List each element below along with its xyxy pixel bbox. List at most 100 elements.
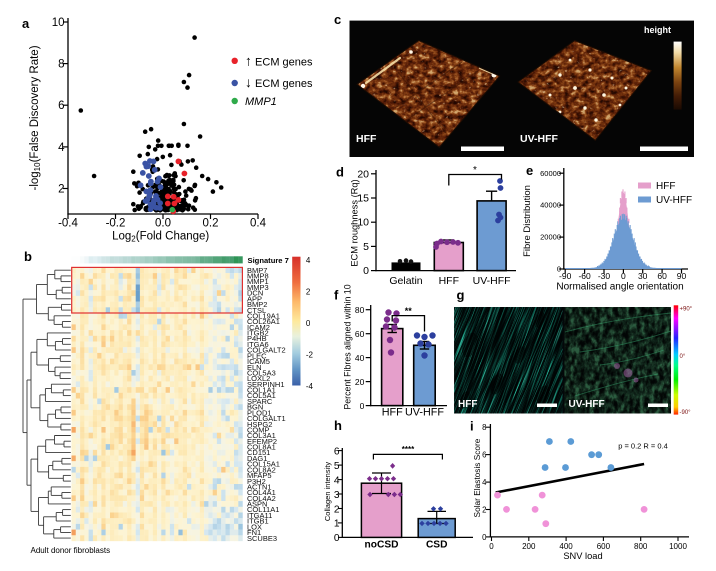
svg-text:600: 600 <box>597 542 611 551</box>
svg-text:COL8A2: COL8A2 <box>247 465 276 474</box>
svg-text:0.4: 0.4 <box>250 218 267 230</box>
svg-text:MMP1: MMP1 <box>247 277 269 286</box>
svg-text:CD151: CD151 <box>247 448 270 457</box>
svg-text:6: 6 <box>58 100 64 112</box>
svg-text:p = 0.2 R = 0.4: p = 0.2 R = 0.4 <box>618 442 668 451</box>
svg-text:4: 4 <box>334 475 340 486</box>
svg-text:800: 800 <box>634 542 648 551</box>
svg-text:60000: 60000 <box>540 169 561 178</box>
svg-text:8: 8 <box>482 423 486 432</box>
svg-text:f: f <box>334 288 339 303</box>
svg-text:Adult donor fibroblasts: Adult donor fibroblasts <box>31 546 111 555</box>
svg-text:DAG1: DAG1 <box>247 454 267 463</box>
svg-text:Percent Fibres aligned within: Percent Fibres aligned within 10 <box>343 284 353 409</box>
svg-text:b: b <box>24 249 32 264</box>
svg-text:HFF: HFF <box>382 406 403 418</box>
svg-text:MMP1: MMP1 <box>245 96 277 108</box>
svg-text:↑ ECM genes: ↑ ECM genes <box>245 52 313 68</box>
svg-text:0.2: 0.2 <box>203 218 219 230</box>
svg-text:0: 0 <box>363 265 369 277</box>
svg-text:COL1A1: COL1A1 <box>247 386 276 395</box>
svg-text:-90: -90 <box>559 271 572 281</box>
svg-text:a: a <box>22 16 30 31</box>
svg-text:PLOD1: PLOD1 <box>247 408 272 417</box>
svg-text:CTSL: CTSL <box>247 306 266 315</box>
svg-text:BGN: BGN <box>247 403 263 412</box>
svg-text:SERPINH1: SERPINH1 <box>247 380 285 389</box>
svg-text:LOX: LOX <box>247 522 262 531</box>
svg-text:-0.2: -0.2 <box>106 218 126 230</box>
svg-text:ITGA11: ITGA11 <box>247 511 272 520</box>
svg-text:ITGB1: ITGB1 <box>247 517 269 526</box>
svg-text:↓ ECM genes: ↓ ECM genes <box>245 74 313 90</box>
svg-text:SPARC: SPARC <box>247 397 273 406</box>
svg-text:40000: 40000 <box>540 201 561 210</box>
svg-text:COL4A2: COL4A2 <box>247 494 276 503</box>
svg-text:P4HB: P4HB <box>247 334 267 343</box>
svg-text:i: i <box>470 418 474 433</box>
svg-text:FN1: FN1 <box>247 528 261 537</box>
svg-text:noCSD: noCSD <box>365 540 399 551</box>
svg-text:APP: APP <box>247 294 262 303</box>
svg-text:-2: -2 <box>306 350 314 359</box>
svg-text:20: 20 <box>355 377 365 387</box>
svg-text:MMP8: MMP8 <box>247 272 269 281</box>
svg-text:SCUBE3: SCUBE3 <box>247 534 277 543</box>
svg-text:0: 0 <box>334 533 340 544</box>
svg-text:ECM roughness (Rq): ECM roughness (Rq) <box>350 179 360 266</box>
svg-text:0: 0 <box>482 533 487 542</box>
svg-text:-log10(False Discovery Rate): -log10(False Discovery Rate) <box>29 45 42 190</box>
svg-text:Solar Elastosis Score: Solar Elastosis Score <box>472 438 482 517</box>
svg-text:ICAM5: ICAM5 <box>247 357 270 366</box>
svg-text:HSPG2: HSPG2 <box>247 420 272 429</box>
svg-text:ACTN1: ACTN1 <box>247 483 272 492</box>
svg-text:-30: -30 <box>598 271 611 281</box>
svg-text:30: 30 <box>638 271 648 281</box>
svg-text:5: 5 <box>334 461 340 472</box>
svg-text:0: 0 <box>489 542 494 551</box>
svg-text:-60: -60 <box>578 271 591 281</box>
svg-text:-4: -4 <box>306 382 314 391</box>
svg-text:UV-HFF: UV-HFF <box>569 399 605 410</box>
svg-text:COL5A1: COL5A1 <box>247 391 276 400</box>
svg-text:COL11A1: COL11A1 <box>247 505 279 514</box>
svg-text:HFF: HFF <box>356 133 377 145</box>
svg-text:6: 6 <box>334 446 340 457</box>
svg-text:ITGB2: ITGB2 <box>247 329 269 338</box>
svg-text:6: 6 <box>482 451 486 460</box>
svg-text:h: h <box>334 418 342 433</box>
svg-text:-90°: -90° <box>680 410 692 416</box>
svg-text:0: 0 <box>360 401 365 411</box>
svg-text:COL15A1: COL15A1 <box>247 460 280 469</box>
svg-text:MMP3: MMP3 <box>247 283 269 292</box>
svg-text:60: 60 <box>355 329 365 339</box>
svg-text:UV-HFF: UV-HFF <box>656 195 692 206</box>
svg-text:10: 10 <box>52 17 65 29</box>
svg-text:COL8A1: COL8A1 <box>247 443 276 452</box>
svg-text:COLGALT1: COLGALT1 <box>247 414 286 423</box>
svg-text:*: * <box>473 165 477 176</box>
svg-text:UV-HFF: UV-HFF <box>520 133 559 145</box>
svg-text:BMP2: BMP2 <box>247 300 267 309</box>
svg-text:2: 2 <box>482 506 486 515</box>
svg-text:15: 15 <box>357 193 369 205</box>
svg-text:e: e <box>526 163 533 178</box>
svg-text:****: **** <box>402 445 415 454</box>
svg-text:P3H2: P3H2 <box>247 477 266 486</box>
svg-text:ICAM2: ICAM2 <box>247 323 270 332</box>
svg-text:Collagen intensity: Collagen intensity <box>323 462 332 521</box>
svg-text:Fibre Distribution: Fibre Distribution <box>522 185 533 257</box>
svg-text:80: 80 <box>355 305 365 315</box>
svg-text:COL26A1: COL26A1 <box>247 317 280 326</box>
svg-text:g: g <box>457 288 465 303</box>
svg-text:2: 2 <box>334 504 340 515</box>
svg-text:-0.4: -0.4 <box>58 218 78 230</box>
svg-text:ITGA6: ITGA6 <box>247 340 269 349</box>
svg-text:CSD: CSD <box>426 540 448 551</box>
svg-text:4: 4 <box>306 256 311 265</box>
svg-text:8: 8 <box>58 59 64 71</box>
svg-text:HFF: HFF <box>439 275 459 287</box>
svg-text:height: height <box>644 25 671 35</box>
svg-text:COLGALT2: COLGALT2 <box>247 346 286 355</box>
svg-text:EFEMP2: EFEMP2 <box>247 437 277 446</box>
